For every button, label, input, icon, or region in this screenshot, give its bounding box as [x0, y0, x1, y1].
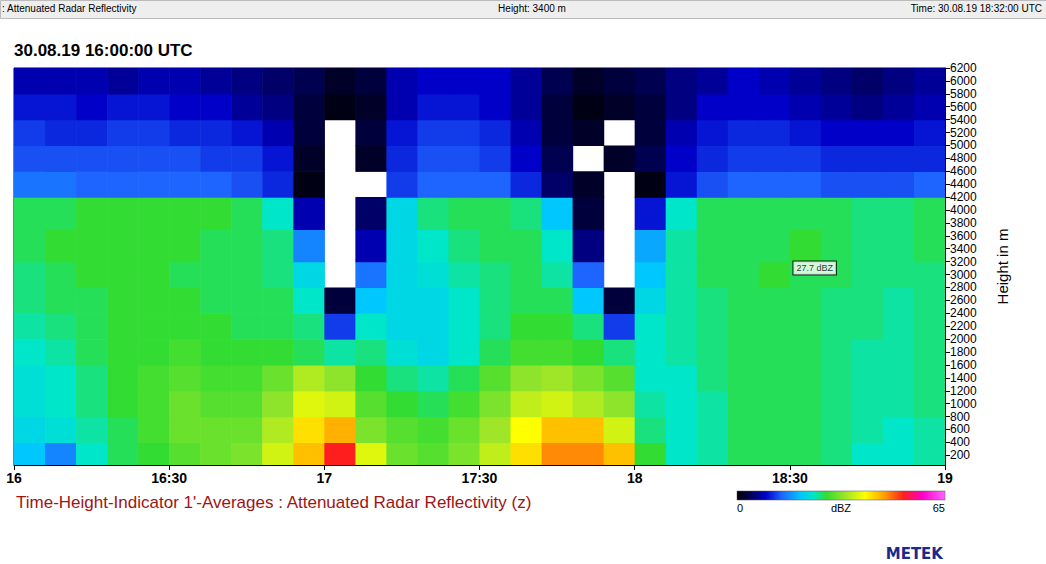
svg-text:1400: 1400 [950, 371, 977, 385]
svg-text:17: 17 [317, 470, 333, 486]
svg-text:5400: 5400 [950, 113, 977, 127]
svg-text:1600: 1600 [950, 358, 977, 372]
svg-text:5200: 5200 [950, 126, 977, 140]
svg-text:0: 0 [737, 502, 743, 514]
svg-text:17:30: 17:30 [462, 470, 498, 486]
svg-text:dBZ: dBZ [831, 502, 851, 514]
svg-text:METEK: METEK [886, 545, 945, 563]
svg-text:2200: 2200 [950, 319, 977, 333]
svg-text:2800: 2800 [950, 280, 977, 294]
svg-text:6200: 6200 [950, 61, 977, 75]
svg-text:3800: 3800 [950, 216, 977, 230]
svg-text:4600: 4600 [950, 164, 977, 178]
svg-text:4400: 4400 [950, 177, 977, 191]
svg-text:Time-Height-Indicator 1'-Avera: Time-Height-Indicator 1'-Averages : Atte… [16, 493, 531, 512]
svg-text:5000: 5000 [950, 138, 977, 152]
svg-text:3400: 3400 [950, 242, 977, 256]
svg-text:4200: 4200 [950, 190, 977, 204]
svg-text:27.7 dBZ: 27.7 dBZ [796, 263, 833, 273]
svg-text:5800: 5800 [950, 87, 977, 101]
svg-text:3200: 3200 [950, 255, 977, 269]
svg-text:16: 16 [6, 470, 22, 486]
svg-text:200: 200 [950, 448, 970, 462]
svg-text:18:30: 18:30 [772, 470, 808, 486]
svg-text:5600: 5600 [950, 100, 977, 114]
svg-text:2600: 2600 [950, 293, 977, 307]
svg-text:Height: 3400 m: Height: 3400 m [498, 3, 566, 14]
svg-text:400: 400 [950, 435, 970, 449]
svg-text:19: 19 [937, 470, 953, 486]
svg-text:Time: 30.08.19 18:32:00 UTC: Time: 30.08.19 18:32:00 UTC [911, 3, 1042, 14]
svg-text:Height in m: Height in m [994, 229, 1011, 305]
svg-text:2000: 2000 [950, 332, 977, 346]
svg-text:65: 65 [933, 502, 945, 514]
svg-text:1000: 1000 [950, 397, 977, 411]
svg-text:4800: 4800 [950, 151, 977, 165]
svg-text:16:30: 16:30 [151, 470, 187, 486]
svg-text:6000: 6000 [950, 74, 977, 88]
svg-text:1800: 1800 [950, 345, 977, 359]
svg-text:600: 600 [950, 422, 970, 436]
svg-text:4000: 4000 [950, 203, 977, 217]
svg-text:18: 18 [627, 470, 643, 486]
svg-text:3000: 3000 [950, 268, 977, 282]
svg-text:2400: 2400 [950, 306, 977, 320]
svg-text:1200: 1200 [950, 384, 977, 398]
svg-text:800: 800 [950, 410, 970, 424]
svg-text:3600: 3600 [950, 229, 977, 243]
svg-text:: Attenuated Radar Reflectivit: : Attenuated Radar Reflectivity [2, 3, 137, 14]
svg-text:30.08.19 16:00:00 UTC: 30.08.19 16:00:00 UTC [14, 41, 193, 60]
